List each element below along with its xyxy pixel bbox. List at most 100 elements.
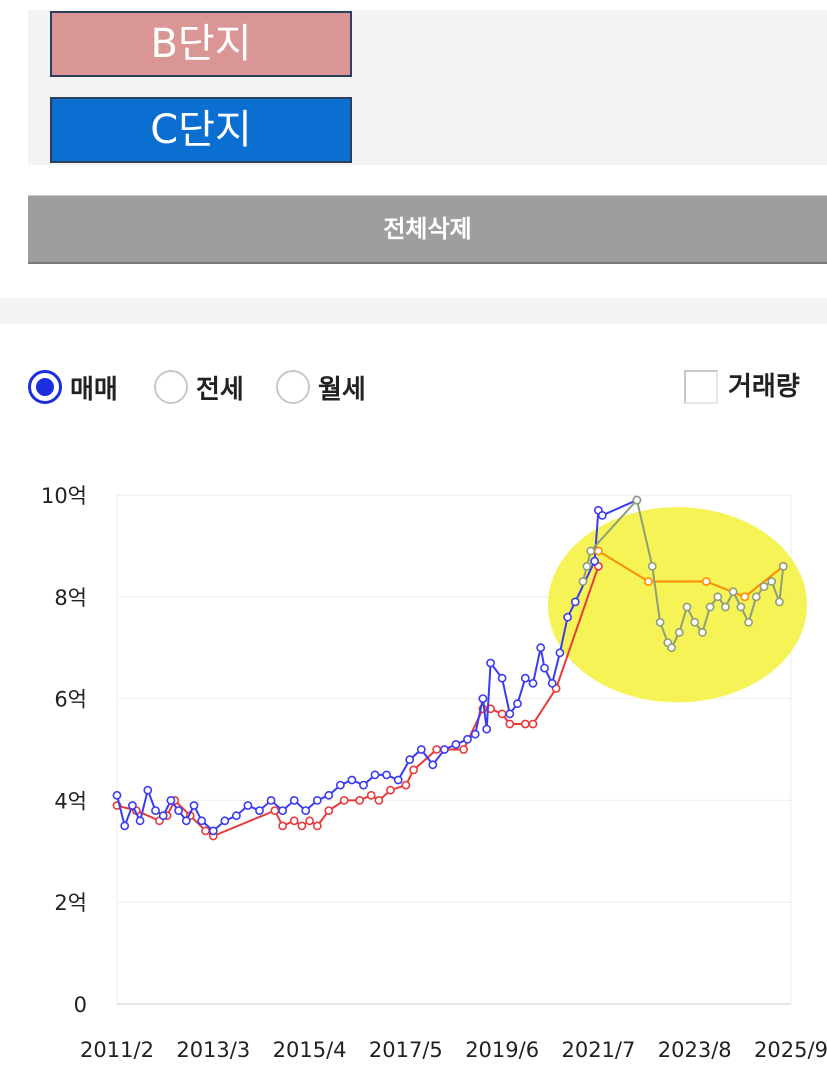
highlight-ellipse (547, 507, 807, 703)
series-1-point (174, 806, 183, 815)
series-0-point (520, 719, 530, 729)
series-3-point (698, 627, 707, 637)
series-1-point (197, 816, 207, 826)
series-1-point (143, 785, 153, 795)
series-3-point (778, 561, 788, 571)
series-1-point (528, 678, 538, 688)
price-chart: 0 2억 4억 6억 8억 10억 2011/2 2013/3 2015/4 2017/5 2019… (41, 484, 827, 1062)
complex-b-button[interactable]: B단지 (50, 11, 352, 77)
series-1-point (112, 790, 122, 800)
series-1-point (312, 795, 322, 805)
series-1-point (497, 673, 507, 683)
series-0-point (386, 785, 395, 795)
x-tick-label: 2013/3 (176, 1038, 250, 1062)
series-2-point (644, 577, 653, 586)
series-1-point (382, 770, 391, 780)
series-3-point (582, 561, 592, 571)
series-1-point (463, 734, 472, 744)
trade-type-monthly-option[interactable]: 월세 (276, 366, 366, 408)
series-1-point (220, 816, 230, 826)
radio-selected-icon[interactable] (28, 370, 62, 404)
series-1-point (301, 806, 311, 815)
y-tick-label: 2억 (54, 891, 87, 915)
y-tick-label: 6억 (54, 688, 87, 712)
series-0-point (432, 745, 442, 754)
trade-type-jeonse-label: 전세 (196, 374, 244, 405)
series-1-point (208, 826, 218, 836)
series-1-point (486, 658, 495, 668)
x-tick-label: 2021/7 (561, 1038, 635, 1062)
series-3-point (655, 617, 665, 627)
series-1-point (505, 709, 515, 719)
series-1-point (428, 760, 438, 770)
x-tick-label: 2017/5 (369, 1038, 443, 1062)
series-1-point (359, 780, 368, 790)
series-1-point (231, 811, 241, 821)
series-1-point (181, 816, 191, 826)
series-3-point (674, 627, 684, 637)
series-0-point (528, 719, 538, 729)
series-1-point (347, 775, 357, 785)
trade-type-monthly-label: 월세 (318, 374, 366, 405)
series-3-point (751, 592, 761, 602)
series-1-point (416, 745, 426, 754)
series-1-point (482, 724, 492, 734)
series-0-point (278, 821, 287, 831)
x-tick-label: 2023/8 (658, 1038, 732, 1062)
series-0-point (401, 780, 411, 790)
y-tick-label: 8억 (54, 586, 87, 610)
trade-type-sale-option[interactable]: 매매 (28, 366, 118, 408)
series-0-point (459, 745, 468, 754)
radio-unselected-icon[interactable] (276, 370, 310, 404)
series-1-point (243, 801, 253, 810)
series-0-point (324, 806, 334, 815)
series-0-point (289, 816, 299, 826)
series-1-point (289, 795, 299, 805)
series-3-point (728, 587, 738, 597)
series-3-point (578, 577, 588, 586)
series-3-point (647, 561, 657, 571)
series-3-point (744, 617, 753, 627)
trade-type-sale-label: 매매 (70, 374, 118, 405)
series-1-point (555, 648, 565, 658)
trade-type-jeonse-option[interactable]: 전세 (154, 366, 244, 408)
series-0-point (339, 795, 349, 805)
y-tick-label: 4억 (54, 789, 87, 813)
series-1-point (324, 790, 334, 800)
series-1-point (120, 821, 130, 831)
series-1-point (158, 811, 168, 821)
series-1-point (127, 801, 137, 810)
radio-unselected-icon[interactable] (154, 370, 188, 404)
series-0-point (497, 709, 507, 719)
delete-all-button[interactable]: 전체삭제 (28, 195, 827, 264)
series-0-point (366, 790, 376, 800)
series-1-point (135, 816, 145, 826)
series-1-point (166, 795, 176, 805)
series-0-point (355, 795, 364, 805)
series-0-point (305, 816, 314, 826)
series-2-point (701, 577, 711, 586)
series-3-point (667, 643, 676, 653)
series-1-point (335, 780, 345, 790)
series-1-point (540, 663, 549, 673)
series-1-point (255, 806, 264, 815)
series-1-point (547, 678, 557, 688)
series-1-point (151, 806, 160, 815)
complex-c-button[interactable]: C단지 (50, 97, 352, 163)
series-3-point (767, 577, 777, 586)
series-0-point (409, 765, 418, 775)
series-3-point (682, 602, 692, 612)
series-1-point (478, 694, 488, 703)
series-2-point (594, 546, 603, 556)
series-1-point (451, 739, 461, 749)
series-3-point (705, 602, 715, 612)
series-1-point (563, 612, 572, 622)
volume-checkbox[interactable] (684, 370, 718, 404)
series-1-point (597, 511, 607, 520)
series-3-point (775, 597, 784, 607)
series-1-point (513, 699, 522, 709)
series-2-point (740, 592, 750, 602)
series-1-point (405, 755, 415, 765)
series-0-point (312, 821, 322, 831)
x-tick-label: 2019/6 (465, 1038, 539, 1062)
